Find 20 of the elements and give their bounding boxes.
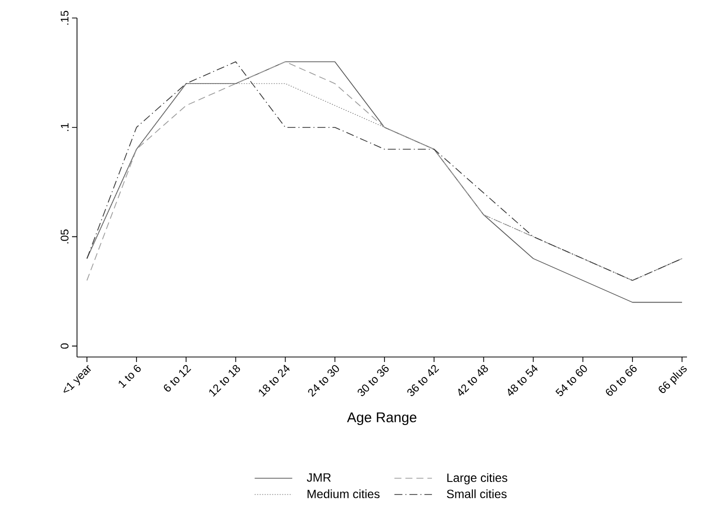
legend-label: Large cities [447, 473, 508, 484]
y-tick-label: 0 [60, 343, 68, 349]
legend-label: Small cities [446, 489, 507, 498]
legend-label: Medium cities [308, 489, 380, 498]
x-tick-label: 30 to 36 [358, 364, 389, 396]
x-tick-label: 18 to 24 [258, 364, 290, 397]
x-tick-label: 54 to 60 [555, 365, 587, 396]
x-tick-label: 6 to 12 [164, 364, 192, 392]
x-tick-label: 48 to 54 [508, 364, 538, 396]
x-tick-label: 1 to 6 [118, 364, 141, 388]
x-axis-title: Age Range [347, 412, 416, 426]
x-tick-label: 36 to 42 [407, 364, 440, 396]
x-tick-label: 42 to 48 [458, 365, 488, 396]
y-tick-label: .1 [60, 123, 68, 131]
x-tick-label: 24 to 30 [308, 365, 339, 397]
legend-label: JMR [306, 473, 331, 482]
x-tick-label: 60 to 66 [606, 364, 637, 396]
x-tick-label: 12 to 18 [209, 365, 240, 397]
y-tick-label: .05 [60, 230, 68, 244]
y-tick-label: .15 [60, 10, 68, 25]
